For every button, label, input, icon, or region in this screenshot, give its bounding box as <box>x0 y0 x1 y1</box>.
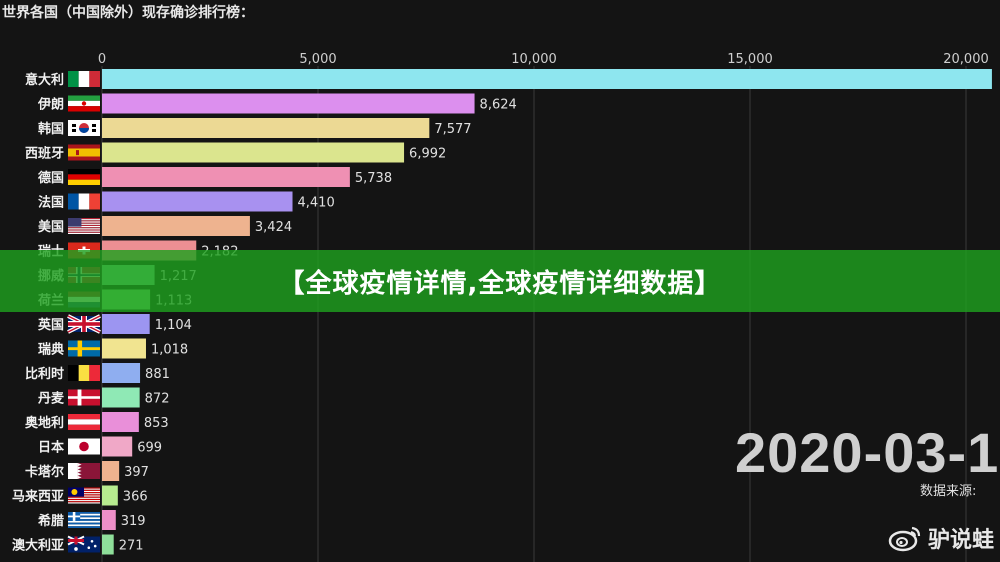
bar <box>102 510 116 530</box>
value-label: 4,410 <box>298 196 335 211</box>
value-label: 3,424 <box>255 220 292 235</box>
banner-text: 【全球疫情详情,全球疫情详细数据】 <box>278 268 722 299</box>
value-label: 872 <box>145 392 170 407</box>
flag-icon-de <box>68 169 100 185</box>
date-label: 2020-03-1 <box>735 421 1000 484</box>
x-tick-label: 15,000 <box>727 52 773 67</box>
flag-icon-gr <box>68 512 100 528</box>
bar <box>102 314 150 334</box>
watermark: 驴说蛙 <box>888 522 994 554</box>
bar <box>102 387 140 408</box>
chart-title: 世界各国（中国除外）现存确诊排行榜： <box>2 5 254 21</box>
value-label: 7,577 <box>434 122 471 137</box>
category-label: 英国 <box>37 317 64 333</box>
weibo-icon <box>888 526 921 552</box>
value-label: 1,018 <box>151 343 188 358</box>
value-label: 271 <box>119 539 144 554</box>
value-label: 6,992 <box>409 147 446 162</box>
category-label: 丹麦 <box>38 391 65 407</box>
bar <box>102 534 114 555</box>
flag-icon-qa <box>68 463 100 479</box>
bar <box>102 191 293 212</box>
category-label: 伊朗 <box>37 97 64 113</box>
flag-icon-es <box>68 144 100 161</box>
flag-icon-gb <box>67 314 101 334</box>
category-label: 西班牙 <box>25 146 64 162</box>
category-label: 卡塔尔 <box>25 464 64 480</box>
bar <box>102 412 139 432</box>
category-label: 马来西亚 <box>12 489 64 505</box>
value-label: 699 <box>137 441 162 456</box>
watermark-text: 驴说蛙 <box>928 528 995 553</box>
flag-icon-my <box>68 487 100 504</box>
bar <box>102 216 250 236</box>
bar <box>102 118 430 138</box>
value-label: 881 <box>145 367 170 382</box>
flag-icon-us <box>68 218 100 234</box>
category-label: 美国 <box>38 219 64 235</box>
source-label: 数据来源: <box>920 484 977 499</box>
x-tick-label: 0 <box>98 52 106 67</box>
bar <box>102 93 475 114</box>
value-label: 366 <box>123 490 148 505</box>
value-label: 319 <box>121 514 146 529</box>
bar <box>102 436 133 457</box>
category-label: 韩国 <box>38 121 64 137</box>
category-label: 瑞典 <box>38 342 64 358</box>
bar <box>102 338 146 359</box>
flag-icon-jp <box>68 438 100 455</box>
bar <box>102 167 350 187</box>
category-label: 法国 <box>38 195 64 211</box>
x-tick-label: 20,000 <box>943 52 989 67</box>
flag-icon-ir <box>68 95 100 112</box>
category-label: 比利时 <box>25 366 64 382</box>
category-label: 希腊 <box>38 513 64 529</box>
value-label: 397 <box>124 465 149 480</box>
bar <box>102 142 405 163</box>
category-label: 奥地利 <box>25 415 64 431</box>
value-label: 8,624 <box>480 98 517 113</box>
bar <box>102 485 118 506</box>
flag-icon-at <box>68 414 100 430</box>
title-banner: 【全球疫情详情,全球疫情详细数据】 <box>0 250 1000 312</box>
flag-icon-se <box>68 340 100 357</box>
value-label: 5,738 <box>355 171 392 186</box>
category-label: 日本 <box>38 440 64 456</box>
category-label: 德国 <box>38 170 64 186</box>
bar <box>102 363 141 383</box>
bar <box>102 461 120 481</box>
flag-icon-dk <box>68 389 100 406</box>
flag-icon-kr <box>68 120 100 136</box>
bar <box>102 69 992 89</box>
x-tick-label: 5,000 <box>299 52 336 67</box>
category-label: 意大利 <box>25 72 64 88</box>
flag-icon-it <box>68 71 100 87</box>
flag-icon-fr <box>68 193 100 210</box>
flag-icon-au <box>67 535 100 553</box>
value-label: 853 <box>144 416 169 431</box>
value-label: 1,104 <box>155 318 192 333</box>
category-label: 澳大利亚 <box>12 538 64 554</box>
x-tick-label: 10,000 <box>511 52 557 67</box>
flag-icon-be <box>68 365 100 381</box>
